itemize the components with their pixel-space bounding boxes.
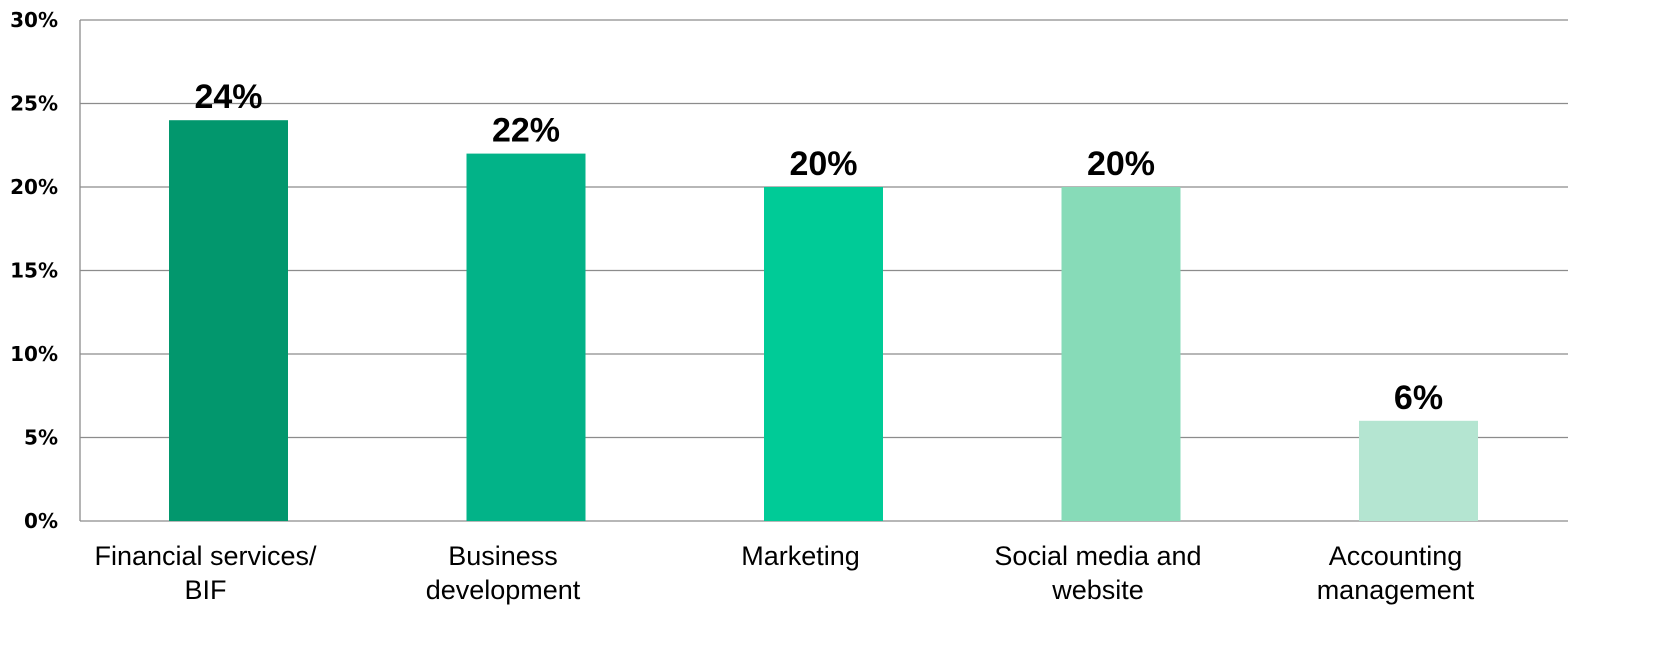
bar [1359, 420, 1478, 521]
data-label: 6% [1394, 379, 1443, 417]
y-tick-label: 15% [10, 259, 58, 283]
data-label: 22% [492, 112, 560, 150]
y-tick-label: 30% [10, 8, 58, 32]
bar [764, 187, 883, 521]
data-label: 24% [194, 78, 262, 116]
y-tick-label: 5% [24, 426, 58, 450]
x-tick-label: Social media and website [994, 541, 1201, 605]
x-tick-label-line: Business [448, 541, 558, 571]
x-tick-label: Accounting management [1317, 541, 1475, 605]
bar [1061, 187, 1181, 521]
y-tick-label: 20% [10, 175, 58, 199]
data-label: 20% [1087, 145, 1155, 183]
x-tick-label-line: management [1317, 575, 1475, 605]
y-tick-label: 25% [10, 92, 58, 116]
x-tick-label-line: development [426, 575, 581, 605]
x-tick-label: Financial services/BIF [94, 541, 317, 605]
data-label: 20% [789, 145, 857, 183]
data-labels: 24% 22% 20% 20% 6% [194, 78, 1443, 417]
y-tick-label: 10% [10, 342, 58, 366]
x-tick-label-line: Social media and [994, 541, 1201, 571]
bar [466, 153, 586, 521]
y-axis: 0% 5% 10% 15% 20% 25% 30% [10, 8, 58, 533]
x-tick-label-line: website [1051, 575, 1144, 605]
x-axis: Financial services/BIF Business developmen… [94, 541, 1474, 605]
x-tick-label: Marketing [741, 541, 860, 571]
bar [169, 120, 288, 521]
x-tick-label-line: Accounting [1329, 541, 1463, 571]
x-tick-label-line: Financial services/ [94, 541, 317, 571]
bars [169, 120, 1478, 521]
x-tick-label-line: BIF [184, 575, 226, 605]
y-tick-label: 0% [24, 509, 58, 533]
x-tick-label-line: Marketing [741, 541, 860, 571]
x-tick-label: Business development [426, 541, 581, 605]
